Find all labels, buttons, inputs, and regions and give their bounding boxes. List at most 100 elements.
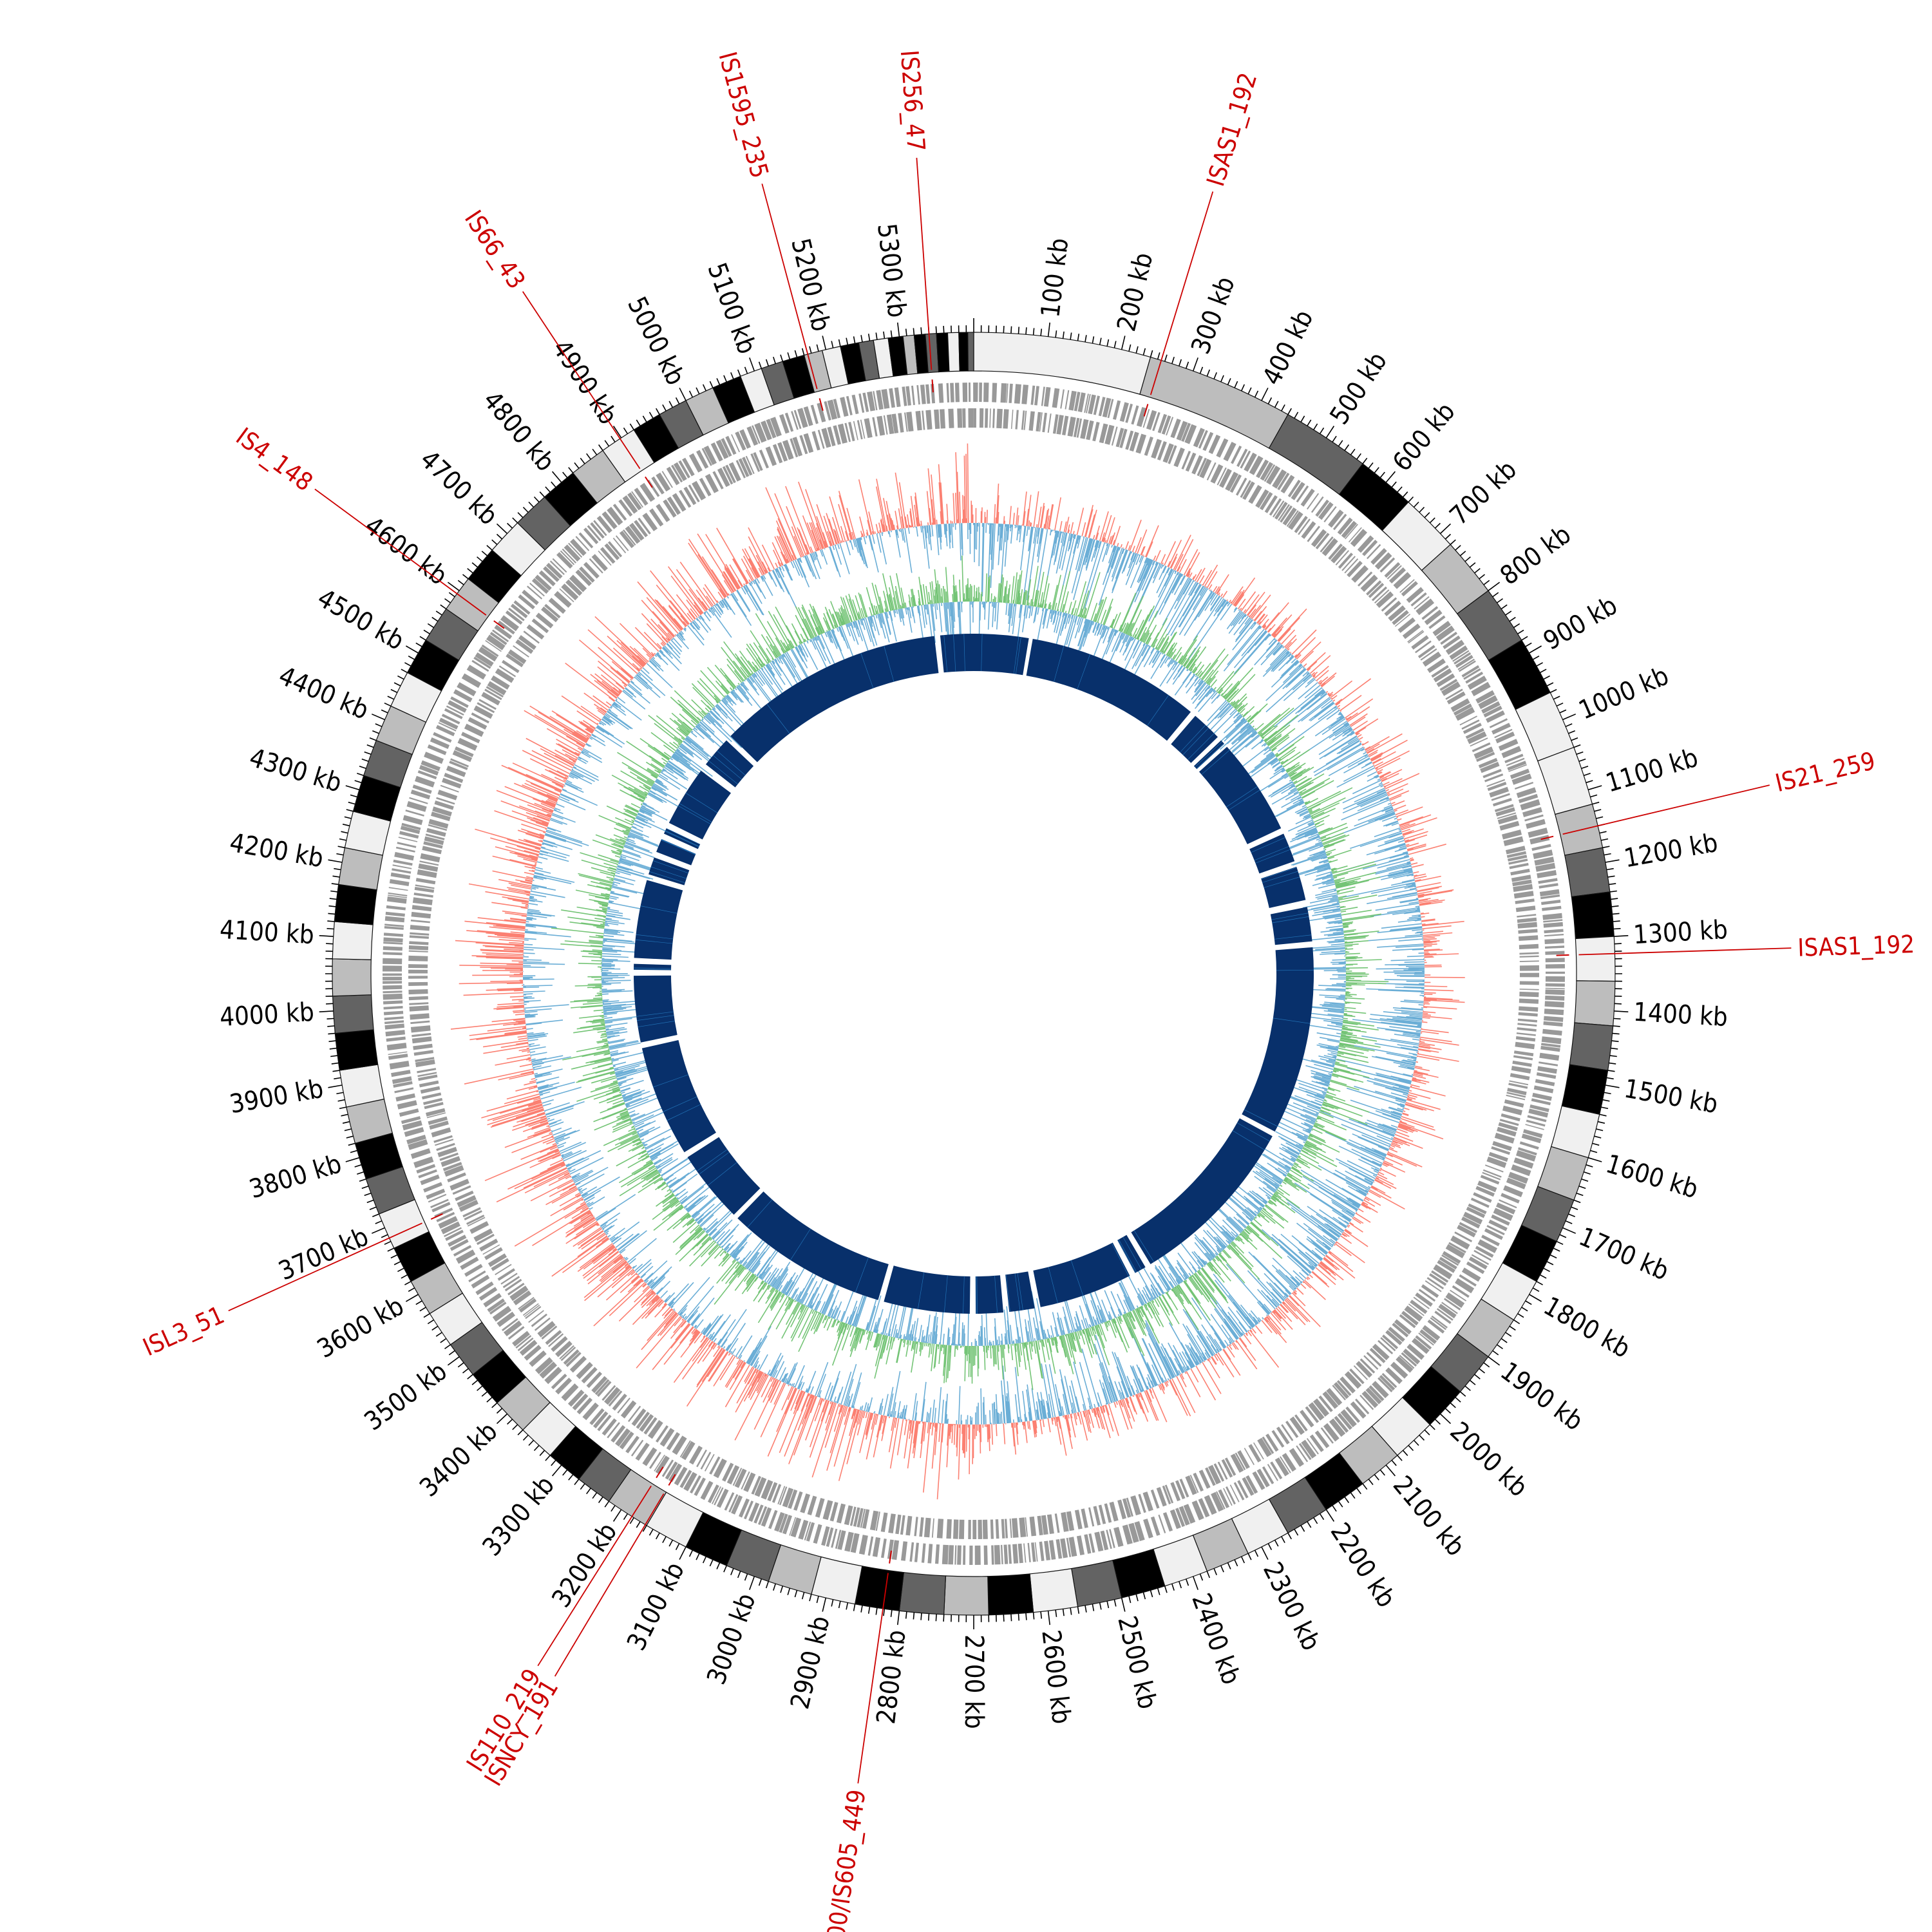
inner-block-stripe [1188,733,1215,760]
inner-block [649,857,690,886]
inner-block [1117,1235,1146,1273]
inner-block-stripe [1236,1122,1270,1142]
gene-features [383,383,1565,1565]
scale-ticks [319,318,1629,1629]
inner-block-stripe [994,1275,998,1313]
scale-tick-label: 800 kb [1495,520,1577,591]
scale-tick-label: 3200 kb [546,1518,623,1613]
ideogram-band [332,994,374,1034]
gene-features [408,408,1539,1539]
inner-block [1193,740,1225,770]
gene-track-reverse [408,408,1539,1539]
scale-tick-label: 3800 kb [246,1149,345,1204]
is-element-leader [1150,191,1214,395]
is-element-leader [554,1493,665,1677]
inner-block-stripe [981,634,983,672]
scale-tick-label: 4300 kb [246,743,345,799]
inner-block-stripe [634,963,672,965]
inner-block [634,880,683,960]
inner-block-stripe [1077,654,1090,690]
ideogram-band [987,1573,1034,1616]
is-element-leader [916,158,933,370]
inner-block-stripe [661,839,696,855]
is-element-marker [1556,954,1569,956]
inner-block [656,838,696,866]
is-element-marker [819,398,824,412]
inner-block-stripe [677,805,711,824]
inner-block-stripe [650,866,687,879]
inner-block-stripe [747,1199,773,1228]
ideogram-band [947,332,960,372]
scale-tick-label: 2500 kb [1112,1613,1162,1712]
inner-block-stripe [1180,724,1206,753]
is-element-marker [668,1473,676,1486]
is-element-marker [656,1466,664,1479]
is-element-label: ISL3_51 [138,1300,228,1361]
inner-block-stripe [1122,1236,1142,1270]
is-element-markers [228,158,1792,1784]
inner-block [634,963,672,971]
inner-block-stripe [1264,876,1300,888]
inner-block-stripe [663,1096,697,1112]
scale-tick-label: 2900 kb [785,1613,836,1712]
scale-tick-label: 4400 kb [274,661,373,725]
scale-tick-label: 700 kb [1444,455,1523,531]
inner-block [1171,715,1218,763]
ideogram-band [854,1566,905,1611]
scale-tick-label: 1700 kb [1575,1222,1673,1286]
inner-block-stripe [1244,1109,1278,1127]
inner-block-stripe [638,1021,675,1027]
scale-tick-label: 5100 kb [701,259,761,358]
ideogram-band [334,884,377,925]
is-element-marker [430,1213,443,1220]
ideogram-band [339,1064,385,1108]
inner-block-stripe [1261,867,1297,880]
inner-block-stripe [653,1074,688,1088]
inner-block-stripe [884,645,895,682]
inner-block-stripe [699,1151,730,1175]
is-element-label: IS256_47 [895,49,931,152]
ideogram-band [1561,1064,1609,1115]
inner-block-stripe [717,750,746,776]
scale-tick-label: 4800 kb [477,386,561,477]
inner-block-stripe [707,1162,737,1186]
is-element-leader [522,291,641,469]
is-element-marker [493,620,505,629]
inner-block-stripe [1014,1273,1021,1311]
inner-block-stripe [685,793,718,813]
inner-block-stripe [1118,1239,1137,1273]
is-element-label: ISAS1_192 [1797,930,1915,962]
inner-block-stripe [634,967,672,969]
inner-block-stripe [636,934,674,940]
scale-tick-label: 4100 kb [219,915,315,950]
ideogram-band [936,332,950,373]
gc-skew-track [450,443,1465,1500]
scale-tick-label: 1800 kb [1539,1291,1635,1364]
scale-tick-label: 200 kb [1112,250,1159,334]
scale-tick-label: 2800 kb [871,1628,912,1725]
tick-marks [319,318,1629,1629]
ideogram-band [943,1575,989,1616]
is-element-label: IS4_148 [231,422,318,497]
inner-block-stripe [1271,913,1309,920]
is-element-label: IS66_43 [459,205,531,294]
inner-block [1033,1242,1130,1307]
inner-block [1242,947,1314,1132]
inner-block-stripe [976,1276,978,1314]
scale-tick-label: 4900 kb [546,335,623,430]
inner-block-stripe [1054,645,1065,682]
inner-block-stripe [766,703,790,734]
inner-block [730,636,939,762]
scale-tick-label: 600 kb [1387,397,1461,477]
is-element-marker [889,1550,892,1564]
inner-block [737,1191,889,1300]
inner-block [1261,866,1306,909]
is-element-leader [1578,947,1792,956]
scale-tick-label: 100 kb [1036,236,1074,319]
inner-block-stripe [917,1272,925,1309]
scale-tick-label: 2600 kb [1036,1628,1076,1725]
inner-block-stripe [1016,637,1021,674]
is-element-label: IS21_259 [1772,746,1878,797]
scale-tick-label: 400 kb [1257,305,1320,390]
